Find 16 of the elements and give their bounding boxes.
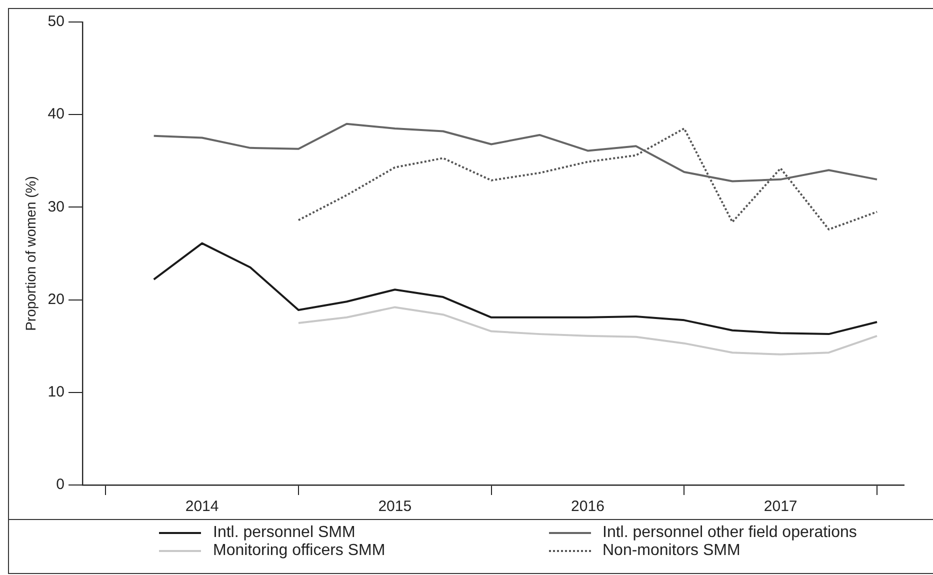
y-tick-label: 10 (48, 384, 64, 401)
y-tick-label: 30 (48, 198, 64, 216)
y-tick-label: 40 (48, 106, 64, 123)
y-axis-title: Proportion of women (%) (22, 176, 38, 331)
x-tick-label: 2017 (764, 498, 798, 516)
x-tick-label: 2014 (185, 498, 219, 516)
line-series (297, 127, 878, 230)
y-tick-label: 0 (56, 476, 64, 494)
legend-label: Intl. personnel SMM (213, 524, 356, 542)
y-tick-label: 50 (48, 13, 64, 30)
x-tick-label: 2016 (571, 498, 604, 516)
legend-label: Non-monitors SMM (602, 542, 740, 560)
legend-label: Monitoring officers SMM (213, 542, 386, 560)
legend-label: Intl. personnel other field operations (602, 524, 857, 542)
x-tick-label: 2015 (378, 498, 412, 516)
y-tick-label: 20 (48, 290, 64, 308)
